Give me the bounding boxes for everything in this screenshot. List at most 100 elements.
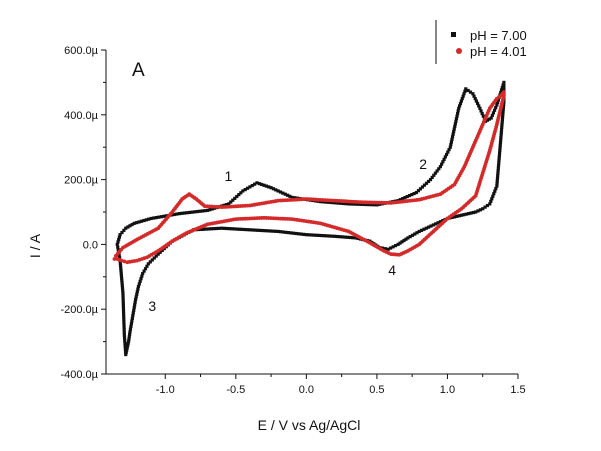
- data-point: [235, 227, 239, 231]
- data-point: [157, 215, 161, 219]
- data-point: [271, 187, 276, 191]
- data-point: [469, 211, 473, 215]
- data-point: [458, 101, 463, 106]
- data-point: [488, 202, 492, 206]
- data-point: [288, 194, 292, 198]
- data-point: [130, 222, 134, 227]
- data-point: [302, 232, 306, 236]
- legend-marker-ph7: [451, 32, 456, 37]
- data-point: [202, 227, 206, 231]
- data-point: [227, 227, 231, 231]
- data-point: [188, 210, 192, 215]
- data-point: [501, 105, 506, 109]
- data-point: [222, 226, 226, 230]
- data-point: [200, 209, 205, 213]
- data-point: [177, 212, 181, 216]
- data-point: [262, 183, 266, 187]
- data-point: [267, 185, 271, 189]
- data-point: [451, 132, 455, 136]
- data-point: [365, 202, 369, 207]
- data-point: [419, 228, 424, 232]
- data-point: [490, 113, 494, 118]
- data-point: [281, 230, 285, 234]
- peak-label-1: 1: [225, 168, 233, 184]
- data-point: [396, 242, 400, 246]
- data-point: [142, 269, 146, 273]
- data-point: [212, 227, 216, 231]
- data-point: [225, 226, 229, 231]
- data-point: [496, 98, 501, 102]
- data-point: [117, 235, 122, 239]
- data-point: [128, 327, 133, 331]
- data-point: [437, 167, 441, 171]
- data-point: [281, 191, 285, 195]
- data-point: [134, 297, 138, 302]
- data-point: [501, 115, 505, 119]
- data-point: [127, 335, 131, 339]
- data-point: [129, 322, 133, 326]
- data-point: [126, 344, 130, 348]
- data-point: [346, 235, 350, 239]
- data-point: [497, 158, 501, 163]
- data-point: [489, 199, 493, 203]
- data-point: [237, 193, 241, 197]
- y-tick-label: -400.0µ: [60, 369, 98, 381]
- data-point: [122, 328, 126, 332]
- data-point: [199, 227, 203, 231]
- data-point: [115, 242, 119, 246]
- data-point: [416, 189, 421, 193]
- data-point: [332, 234, 337, 238]
- data-point: [336, 201, 341, 205]
- data-point: [140, 274, 144, 278]
- data-point: [498, 148, 502, 152]
- data-point: [418, 187, 423, 191]
- data-point: [154, 215, 158, 220]
- data-point: [232, 227, 237, 231]
- data-point: [454, 119, 458, 123]
- data-point: [122, 330, 126, 335]
- data-point: [461, 94, 465, 98]
- data-point: [334, 201, 338, 205]
- data-point: [276, 229, 280, 234]
- data-point: [120, 276, 124, 280]
- data-point: [297, 232, 301, 236]
- data-point: [118, 261, 122, 265]
- data-point: [457, 106, 461, 110]
- data-point: [112, 257, 117, 261]
- legend-label-ph7: pH = 7.00: [470, 28, 527, 43]
- peak-label-2: 2: [419, 156, 427, 172]
- data-point: [501, 107, 505, 112]
- data-point: [450, 135, 455, 139]
- series-ph-4-01: [112, 90, 506, 265]
- data-point: [132, 221, 136, 225]
- data-point: [401, 197, 405, 201]
- x-tick-label: 1.0: [440, 384, 455, 396]
- data-point: [424, 181, 429, 185]
- data-point: [335, 234, 339, 239]
- data-point: [224, 203, 229, 207]
- data-point: [357, 202, 361, 206]
- data-point: [142, 218, 146, 223]
- data-point: [476, 209, 480, 213]
- data-point: [255, 181, 259, 185]
- data-point: [478, 208, 482, 212]
- data-point: [456, 111, 460, 116]
- data-point: [248, 185, 252, 189]
- data-point: [285, 193, 290, 197]
- data-point: [116, 240, 120, 244]
- x-tick-label: -0.5: [226, 384, 245, 396]
- data-point: [193, 210, 197, 214]
- data-point: [485, 203, 490, 208]
- legend-label-ph4: pH = 4.01: [470, 44, 527, 59]
- data-point: [426, 179, 431, 184]
- data-point: [501, 110, 505, 114]
- data-point: [152, 216, 156, 220]
- data-point: [250, 183, 254, 188]
- data-point: [138, 279, 142, 283]
- data-point: [481, 207, 485, 211]
- data-point: [495, 181, 499, 186]
- data-point: [495, 176, 500, 181]
- data-point: [452, 130, 456, 134]
- data-point: [430, 175, 434, 180]
